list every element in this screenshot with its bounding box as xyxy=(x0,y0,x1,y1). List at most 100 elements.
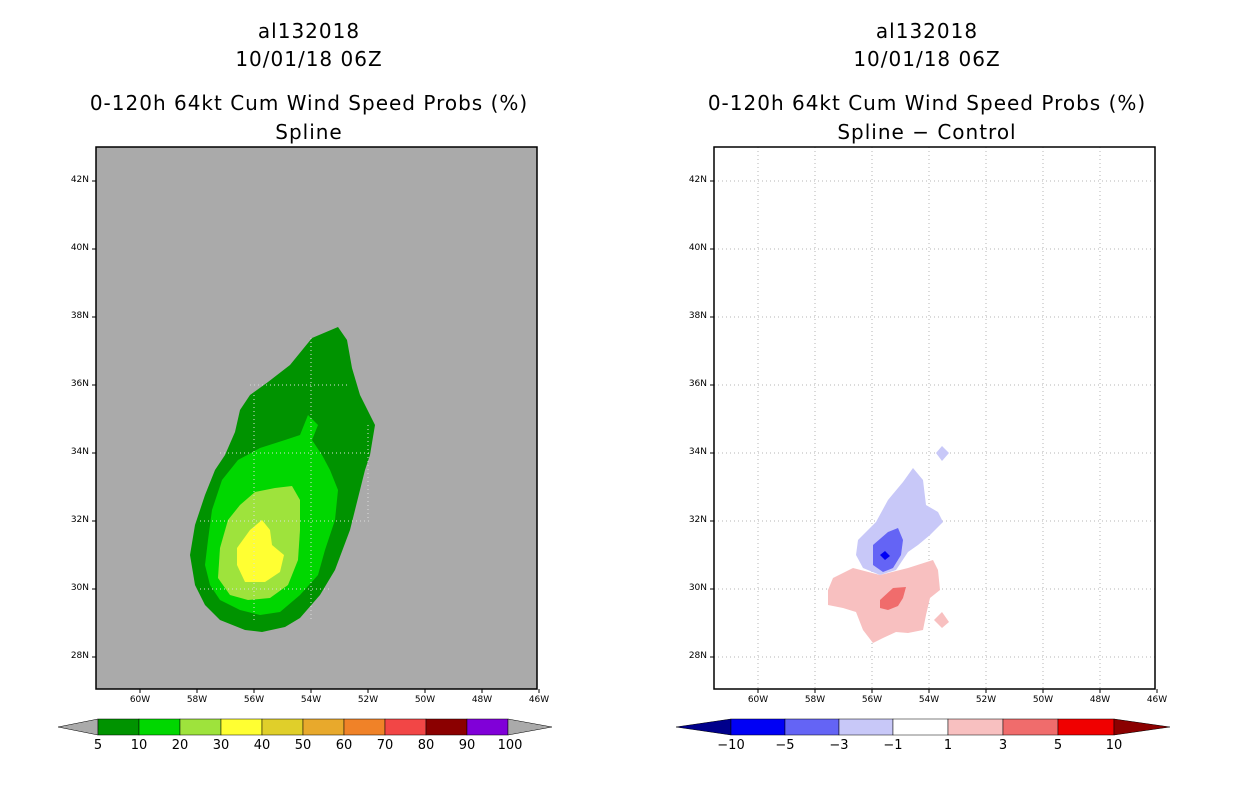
colorbar-label: 40 xyxy=(253,738,271,753)
lat-label: 30N xyxy=(70,583,89,593)
lat-label: 32N xyxy=(688,515,707,525)
lat-label: 38N xyxy=(688,311,707,321)
datetime: 10/01/18 06Z xyxy=(235,47,383,71)
colorbar-box xyxy=(892,718,949,736)
lon-label: 56W xyxy=(243,695,265,705)
colorbar-label: 10 xyxy=(1105,738,1123,753)
storm-id: al132018 xyxy=(257,19,361,43)
y-ticks xyxy=(710,180,714,658)
colorbar-box xyxy=(784,718,840,736)
lon-label: 46W xyxy=(1146,695,1168,705)
lon-label: 60W xyxy=(747,695,769,705)
lon-label: 58W xyxy=(804,695,826,705)
colorbar-arrow-high xyxy=(507,718,553,736)
colorbar-label: 5 xyxy=(1053,738,1063,753)
colorbar-box xyxy=(97,718,140,736)
datetime: 10/01/18 06Z xyxy=(853,47,1001,71)
colorbar-label: 80 xyxy=(417,738,435,753)
colorbar-label: 100 xyxy=(497,738,523,753)
contour-pos-1-small xyxy=(934,612,949,628)
lon-label: 46W xyxy=(528,695,550,705)
colorbar-label: −5 xyxy=(775,738,795,753)
colorbar-arrow-high xyxy=(1113,718,1171,736)
right-panel: al132018 10/01/18 06Z 0-120h 64kt Cum Wi… xyxy=(618,0,1236,800)
colorbar xyxy=(57,718,553,736)
colorbar-box xyxy=(220,718,263,736)
colorbar-label: 30 xyxy=(212,738,230,753)
colorbar xyxy=(675,718,1171,736)
lon-label: 52W xyxy=(975,695,997,705)
map-frame xyxy=(713,146,1156,690)
lat-label: 34N xyxy=(688,447,707,457)
lat-label: 38N xyxy=(70,311,89,321)
lon-label: 52W xyxy=(357,695,379,705)
left-map xyxy=(57,146,553,736)
colorbar-label: 70 xyxy=(376,738,394,753)
lon-label: 50W xyxy=(1032,695,1054,705)
chart-title: 0-120h 64kt Cum Wind Speed Probs (%) xyxy=(707,91,1147,115)
lat-label: 42N xyxy=(70,175,89,185)
lat-label: 30N xyxy=(688,583,707,593)
lon-label: 50W xyxy=(414,695,436,705)
contour-30 xyxy=(237,520,284,582)
grid xyxy=(200,338,370,620)
colorbar-arrow-low xyxy=(57,718,99,736)
colorbar-label: 20 xyxy=(171,738,189,753)
colorbar-label: 10 xyxy=(130,738,148,753)
colorbar-box xyxy=(838,718,894,736)
colorbar-box xyxy=(947,718,1004,736)
lat-label: 28N xyxy=(70,651,89,661)
lon-label: 60W xyxy=(129,695,151,705)
colorbar-box xyxy=(302,718,345,736)
x-ticks xyxy=(139,689,540,693)
colorbar-label: 5 xyxy=(93,738,103,753)
lat-label: 34N xyxy=(70,447,89,457)
lon-label: 56W xyxy=(861,695,883,705)
colorbar-arrow-low xyxy=(675,718,732,736)
colorbar-box xyxy=(138,718,181,736)
lat-label: 40N xyxy=(70,243,89,253)
colorbar-label: 90 xyxy=(458,738,476,753)
lat-label: 42N xyxy=(688,175,707,185)
lon-label: 58W xyxy=(186,695,208,705)
colorbar-box xyxy=(425,718,468,736)
storm-id: al132018 xyxy=(875,19,979,43)
contour-neg-1-small xyxy=(936,446,949,461)
colorbar-box xyxy=(384,718,427,736)
contour-neg-3 xyxy=(873,528,903,572)
contour-neg-5 xyxy=(880,551,890,560)
lat-label: 28N xyxy=(688,651,707,661)
colorbar-label: −10 xyxy=(717,738,745,753)
colorbar-box xyxy=(1057,718,1115,736)
colorbar-box xyxy=(1002,718,1059,736)
colorbar-label: −3 xyxy=(829,738,849,753)
colorbar-box xyxy=(261,718,304,736)
colorbar-box xyxy=(466,718,509,736)
lat-label: 36N xyxy=(688,379,707,389)
lon-label: 48W xyxy=(1089,695,1111,705)
lon-label: 54W xyxy=(300,695,322,705)
lat-label: 32N xyxy=(70,515,89,525)
chart-subtitle: Spline xyxy=(275,120,343,144)
colorbar-label: −1 xyxy=(883,738,903,753)
right-map xyxy=(675,146,1171,736)
colorbar-label: 3 xyxy=(998,738,1008,753)
lon-label: 48W xyxy=(471,695,493,705)
lat-label: 40N xyxy=(688,243,707,253)
map-background xyxy=(714,147,1155,689)
colorbar-label: 50 xyxy=(294,738,312,753)
colorbar-box xyxy=(730,718,786,736)
x-ticks xyxy=(757,689,1158,693)
map-frame xyxy=(95,146,538,690)
colorbar-box xyxy=(343,718,386,736)
lon-label: 54W xyxy=(918,695,940,705)
y-ticks xyxy=(92,180,96,658)
left-panel: al132018 10/01/18 06Z 0-120h 64kt Cum Wi… xyxy=(57,19,553,753)
colorbar-label: 60 xyxy=(335,738,353,753)
colorbar-label: 1 xyxy=(943,738,953,753)
lat-label: 36N xyxy=(70,379,89,389)
chart-title: 0-120h 64kt Cum Wind Speed Probs (%) xyxy=(89,91,529,115)
chart-subtitle: Spline − Control xyxy=(837,120,1017,144)
contour-pos-3 xyxy=(880,587,906,610)
colorbar-box xyxy=(179,718,222,736)
